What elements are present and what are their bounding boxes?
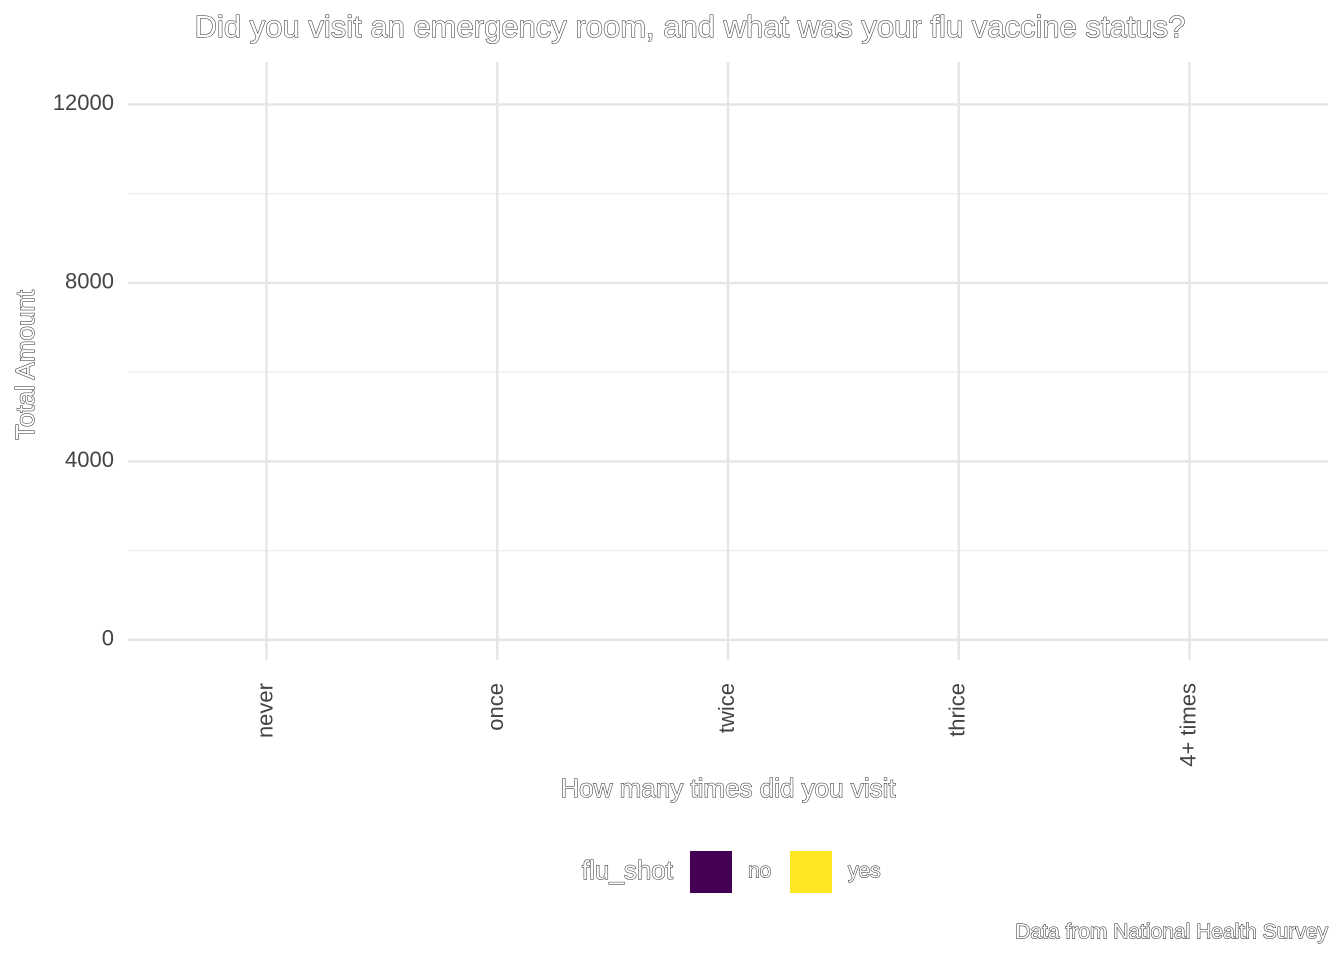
x-axis-title: How many times did you visit bbox=[560, 773, 896, 803]
x-tick-label: never bbox=[252, 683, 277, 738]
y-axis-title: Total Amount bbox=[10, 289, 40, 440]
y-tick-label: 12000 bbox=[53, 90, 114, 115]
x-tick-label: twice bbox=[714, 683, 739, 733]
x-tick-label: 4+ times bbox=[1175, 683, 1200, 767]
legend-title: flu_shot bbox=[582, 855, 674, 885]
x-tick-label: once bbox=[483, 683, 508, 731]
legend-key bbox=[690, 851, 732, 893]
y-tick-label: 4000 bbox=[65, 447, 114, 472]
legend-key bbox=[790, 851, 832, 893]
caption: Data from National Health Survey bbox=[1015, 921, 1328, 944]
x-tick-label: thrice bbox=[945, 683, 970, 737]
legend-label: no bbox=[748, 860, 771, 883]
legend-label: yes bbox=[848, 860, 881, 883]
chart-title: Did you visit an emergency room, and wha… bbox=[195, 9, 1186, 44]
y-tick-label: 0 bbox=[102, 626, 114, 651]
y-tick-label: 8000 bbox=[65, 269, 114, 294]
